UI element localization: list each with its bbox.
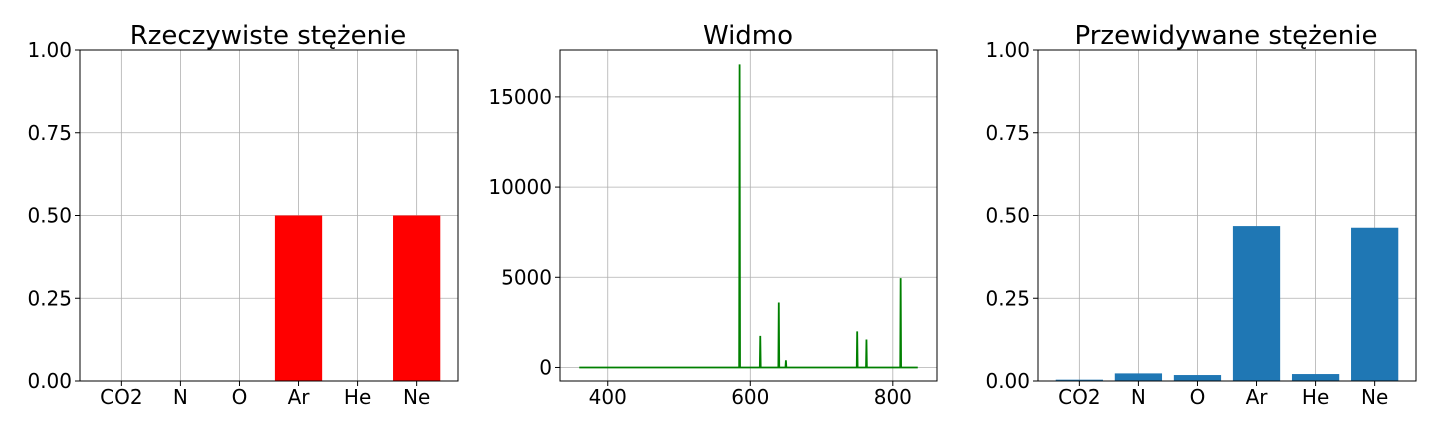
x-tick-label: O [232,385,248,409]
y-tick-label: 0.50 [985,204,1030,228]
y-tick-label: 0.00 [985,369,1030,393]
bar [1055,379,1103,381]
bar [1291,374,1340,381]
chart-predicted-concentration: Przewidywane stężenie 0.00 0.25 0.50 0.75 1.… [985,21,1417,409]
x-tick-label: N [173,385,188,409]
x-tick-label: 400 [589,385,627,409]
bar [1232,226,1281,381]
y-tick-label: 0.50 [27,204,72,228]
x-tick-label: 600 [731,385,769,409]
chart-title: Przewidywane stężenie [1075,21,1378,51]
x-tick-label: CO2 [100,385,142,409]
y-tick-label: 0.75 [27,121,72,145]
x-tick-label: Ar [1246,385,1269,409]
chart-spectrum: Widmo 0 5000 10000 15000 400 600 800 [488,21,938,409]
y-tick-label: 0.00 [27,369,72,393]
x-tick-label: O [1190,385,1206,409]
y-tick-label: 1.00 [985,38,1030,62]
x-tick-label: CO2 [1058,385,1100,409]
x-tick-label: Ne [403,385,430,409]
x-tick-label: Ne [1361,385,1388,409]
y-tick-label: 0.25 [985,286,1030,310]
chart-title: Rzeczywiste stężenie [130,21,407,51]
y-tick-label: 5000 [501,265,552,289]
spectrum-line [579,64,918,369]
chart-title: Widmo [703,21,793,51]
y-tick-label: 15000 [488,85,552,109]
y-tick-label: 1.00 [27,38,72,62]
bar [1114,373,1163,381]
y-tick-label: 0.25 [27,286,72,310]
x-tick-label: N [1131,385,1146,409]
x-tick-label: He [344,385,371,409]
bar [274,215,323,381]
x-tick-label: He [1302,385,1329,409]
bar [1173,375,1222,381]
plot-frame [559,49,938,382]
y-tick-label: 0.75 [985,121,1030,145]
y-tick-label: 10000 [488,175,552,199]
x-tick-label: 800 [874,385,912,409]
y-tick-label: 0 [539,355,552,379]
x-tick-label: Ar [288,385,311,409]
bar [393,215,441,381]
bar [1351,227,1399,381]
chart-real-concentration: Rzeczywiste stężenie 0.00 0.25 0.50 0.75 1.0… [27,21,459,409]
